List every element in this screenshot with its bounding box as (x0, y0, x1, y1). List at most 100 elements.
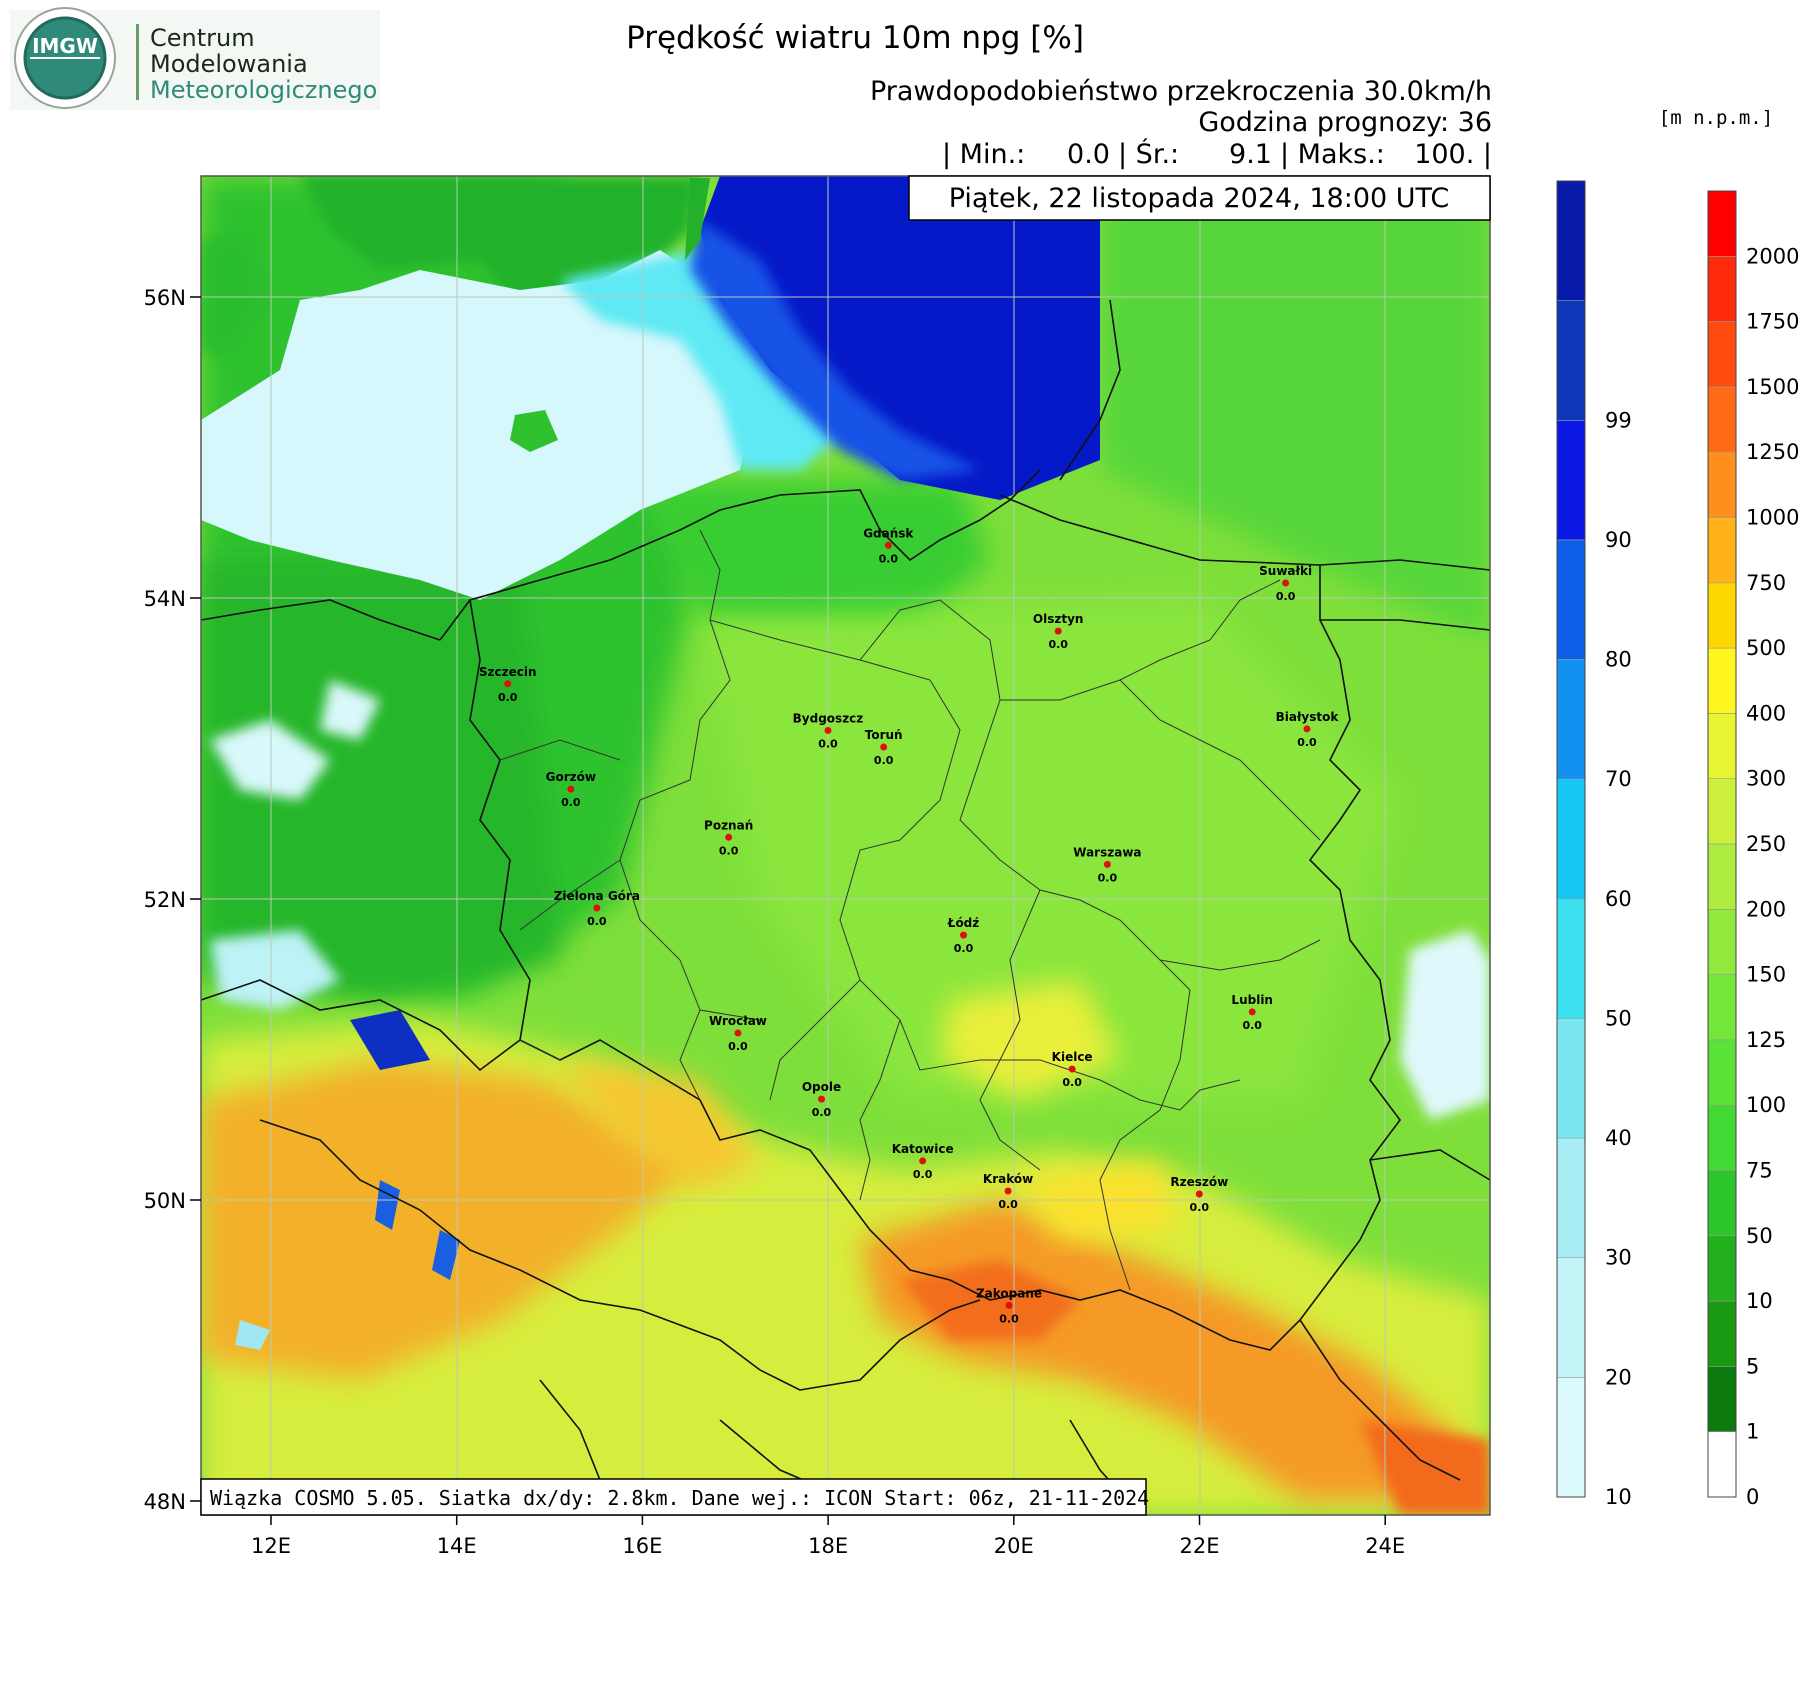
elevation-legend-label: 50 (1746, 1224, 1773, 1248)
city-dot (1282, 579, 1290, 587)
longitude-tick-label: 18E (808, 1534, 848, 1558)
probability-legend-label: 60 (1605, 887, 1632, 911)
city-name: Kraków (983, 1172, 1033, 1186)
elevation-legend-label: 1250 (1746, 440, 1799, 464)
city-value: 0.0 (954, 942, 974, 955)
city-value: 0.0 (1048, 638, 1068, 651)
city-dot (880, 743, 888, 751)
probability-legend-label: 20 (1605, 1365, 1632, 1389)
city-value: 0.0 (1062, 1076, 1082, 1089)
elevation-legend-label: 300 (1746, 767, 1786, 791)
elevation-legend-label: 150 (1746, 963, 1786, 987)
elevation-legend-swatch (1707, 1104, 1737, 1171)
city-dot (824, 726, 832, 734)
city-dot (567, 785, 575, 793)
city-value: 0.0 (1098, 871, 1118, 884)
city-value: 0.0 (874, 754, 894, 767)
elevation-legend-label: 1 (1746, 1420, 1759, 1444)
elevation-legend-swatch (1707, 1366, 1737, 1433)
elevation-legend: 0 1 5 10 50 75 100 125 150 200 250 300 400 500 750 1000… (1707, 190, 1799, 1509)
city-value: 0.0 (719, 844, 739, 857)
elevation-unit-label: [m n.p.m.] (1659, 107, 1773, 129)
forecast-hour: Godzina prognozy: 36 (1198, 107, 1492, 138)
probability-legend-label: 40 (1605, 1126, 1632, 1150)
city-value: 0.0 (728, 1040, 748, 1053)
latitude-tick-label: 54N (144, 587, 186, 611)
city-dot (960, 931, 968, 939)
elevation-legend-label: 75 (1746, 1159, 1773, 1183)
elevation-legend-swatch (1707, 1431, 1737, 1498)
stat-max-label: | Maks.: (1280, 139, 1385, 170)
stat-min-value: 0.0 (1067, 139, 1110, 170)
elevation-legend-label: 125 (1746, 1028, 1786, 1052)
elevation-legend-label: 2000 (1746, 244, 1799, 268)
elevation-legend-label: 200 (1746, 897, 1786, 921)
city-name: Gdańsk (863, 526, 914, 540)
longitude-tick-label: 16E (622, 1534, 662, 1558)
city-dot (734, 1029, 742, 1037)
city-value: 0.0 (1297, 736, 1317, 749)
elevation-legend-label: 500 (1746, 636, 1786, 660)
probability-legend-swatch (1556, 778, 1586, 900)
city-dot (884, 541, 892, 549)
stat-min-label: | Min.: (942, 139, 1025, 170)
elevation-legend-swatch (1707, 647, 1737, 714)
city-name: Łódź (947, 916, 980, 930)
city-name: Zielona Góra (554, 889, 640, 903)
city-value: 0.0 (1190, 1201, 1210, 1214)
longitude-tick-label: 24E (1365, 1534, 1405, 1558)
elevation-legend-swatch (1707, 1039, 1737, 1106)
probability-legend-label: 99 (1605, 408, 1632, 432)
city-name: Toruń (865, 728, 903, 742)
city-dot (1068, 1065, 1076, 1073)
imgw-logo: IMGW Centrum Modelowania Meteorologiczne… (10, 7, 380, 110)
elevation-legend-label: 0 (1746, 1485, 1759, 1509)
city-value: 0.0 (879, 552, 899, 565)
elevation-legend-swatch (1707, 582, 1737, 649)
probability-legend-swatch (1556, 1257, 1586, 1378)
city-dot (725, 833, 733, 841)
city-name: Opole (802, 1080, 841, 1094)
logo-org-line-2: Modelowania (150, 50, 308, 78)
city-dot (1248, 1008, 1256, 1016)
elevation-legend-swatch (1707, 386, 1737, 453)
stat-avg-label: | Śr.: (1118, 138, 1179, 170)
latitude-tick-label: 48N (144, 1490, 186, 1514)
city-value: 0.0 (498, 691, 518, 704)
city-name: Lublin (1231, 993, 1273, 1007)
elevation-legend-swatch (1707, 451, 1737, 518)
probability-legend-swatch (1556, 539, 1586, 660)
elevation-legend-swatch (1707, 517, 1737, 584)
stats-line: | Min.: 0.0 | Śr.: 9.1 | Maks.: 100. | (942, 138, 1492, 170)
latitude-axis: 56N 54N 52N 50N 48N (144, 286, 201, 1514)
city-name: Wrocław (709, 1014, 767, 1028)
probability-legend-swatch (1556, 1018, 1586, 1139)
elevation-legend-label: 750 (1746, 571, 1786, 595)
city-name: Suwałki (1259, 564, 1312, 578)
elevation-legend-label: 10 (1746, 1289, 1773, 1313)
probability-legend-label: 90 (1605, 528, 1632, 552)
elevation-legend-swatch (1707, 843, 1737, 910)
elevation-legend-swatch (1707, 908, 1737, 975)
longitude-tick-label: 14E (437, 1534, 477, 1558)
city-value: 0.0 (999, 1312, 1019, 1325)
elevation-legend-swatch (1707, 321, 1737, 388)
elevation-legend-swatch (1707, 1170, 1737, 1237)
probability-legend-label: 80 (1605, 648, 1632, 672)
latitude-tick-label: 56N (144, 286, 186, 310)
probability-legend-label: 30 (1605, 1246, 1632, 1270)
longitude-tick-label: 12E (251, 1534, 291, 1558)
probability-legend-swatch (1556, 419, 1586, 541)
elevation-legend-swatch (1707, 713, 1737, 780)
city-name: Olsztyn (1033, 612, 1084, 626)
map-province-borders (499, 529, 1321, 1291)
probability-legend-swatch (1556, 898, 1586, 1019)
city-value: 0.0 (998, 1198, 1018, 1211)
city-name: Szczecin (479, 665, 537, 679)
probability-legend-label: 10 (1605, 1485, 1632, 1509)
elevation-legend-label: 400 (1746, 701, 1786, 725)
city-dot (919, 1157, 927, 1165)
city-value: 0.0 (913, 1168, 933, 1181)
city-dot (817, 1095, 825, 1103)
